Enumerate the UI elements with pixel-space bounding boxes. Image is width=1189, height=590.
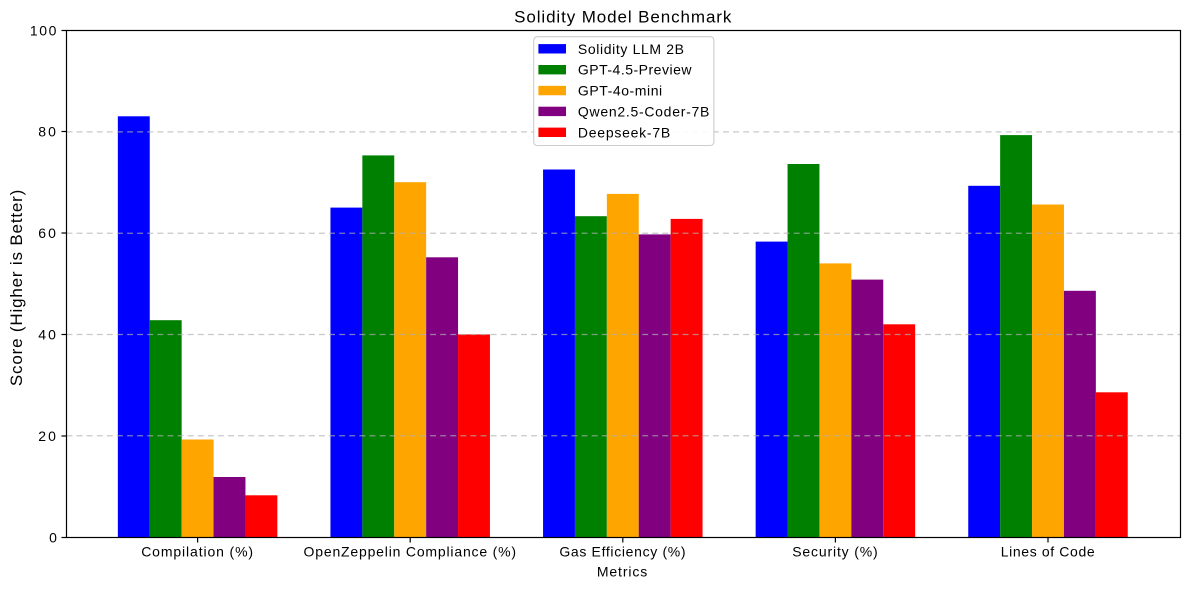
svg-text:OpenZeppelin Compliance (%): OpenZeppelin Compliance (%) — [304, 544, 517, 560]
svg-text:Qwen2.5-Coder-7B: Qwen2.5-Coder-7B — [578, 103, 710, 119]
svg-text:100: 100 — [30, 23, 58, 39]
svg-text:GPT-4.5-Preview: GPT-4.5-Preview — [578, 62, 692, 78]
svg-text:Compilation (%): Compilation (%) — [141, 544, 254, 560]
svg-text:60: 60 — [38, 225, 58, 241]
svg-text:80: 80 — [38, 124, 58, 140]
svg-text:Solidity LLM 2B: Solidity LLM 2B — [578, 41, 685, 57]
svg-text:40: 40 — [38, 327, 58, 343]
svg-text:20: 20 — [38, 428, 58, 444]
svg-text:Gas Efficiency (%): Gas Efficiency (%) — [559, 544, 686, 560]
svg-text:Score (Higher is Better): Score (Higher is Better) — [7, 189, 26, 386]
svg-text:0: 0 — [49, 530, 58, 546]
svg-text:GPT-4o-mini: GPT-4o-mini — [578, 83, 663, 99]
svg-text:Metrics: Metrics — [597, 564, 648, 580]
svg-text:Deepseek-7B: Deepseek-7B — [578, 124, 671, 140]
svg-text:Security (%): Security (%) — [792, 544, 878, 560]
svg-text:Lines of Code: Lines of Code — [1001, 544, 1096, 560]
svg-text:Solidity Model Benchmark: Solidity Model Benchmark — [514, 8, 732, 27]
